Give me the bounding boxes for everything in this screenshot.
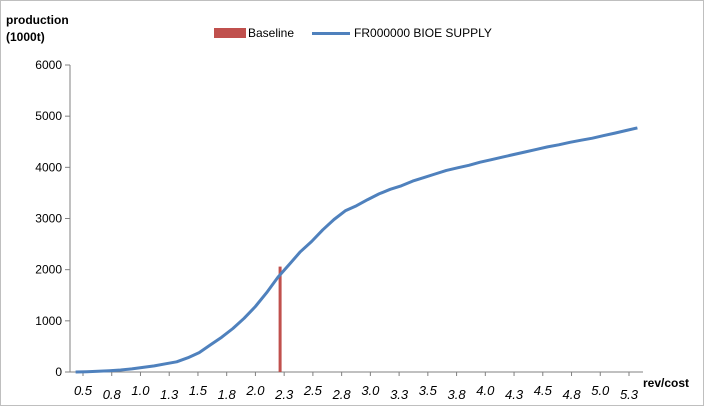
x-tick-label: 1.5 — [189, 383, 208, 398]
legend-item-supply: FR000000 BIOE SUPPLY — [312, 26, 492, 40]
x-tick-label: 2.3 — [274, 387, 294, 402]
x-tick-label: 4.8 — [562, 387, 581, 402]
baseline-bar — [278, 266, 282, 372]
y-axis-title-line1: production — [6, 13, 69, 27]
x-tick-label: 2.0 — [245, 383, 265, 398]
x-tick-label: 4.3 — [505, 387, 524, 402]
legend-item-baseline: Baseline — [214, 26, 294, 40]
x-tick-label: 1.8 — [218, 387, 237, 402]
y-tick-label: 5000 — [35, 109, 62, 123]
x-tick-label: 0.8 — [103, 387, 122, 402]
y-tick-label: 4000 — [35, 160, 62, 174]
x-tick-label: 3.3 — [390, 387, 409, 402]
legend-swatch-baseline — [214, 28, 246, 38]
legend-label-baseline: Baseline — [248, 26, 295, 40]
y-tick-label: 6000 — [35, 58, 62, 72]
x-tick-label: 5.3 — [620, 387, 639, 402]
x-axis-title: rev/cost — [643, 376, 690, 390]
legend-label-supply: FR000000 BIOE SUPPLY — [354, 26, 492, 40]
x-tick-label: 2.5 — [303, 383, 323, 398]
legend-swatch-supply — [312, 31, 351, 35]
x-tick-label: 5.0 — [591, 383, 610, 398]
supply-series-line — [75, 126, 638, 374]
y-tick-label: 3000 — [35, 212, 62, 226]
x-tick-label: 1.3 — [160, 387, 179, 402]
y-tick-label: 0 — [55, 365, 62, 379]
y-axis-title-line2: (1000t) — [6, 30, 45, 44]
x-tick-label: 3.0 — [361, 383, 380, 398]
x-tick-label: 3.8 — [448, 387, 467, 402]
x-tick-label: 0.5 — [74, 383, 93, 398]
x-tick-label: 1.0 — [131, 383, 150, 398]
y-tick-label: 1000 — [35, 314, 62, 328]
x-tick-label: 4.0 — [476, 383, 495, 398]
y-axis-title: production (1000t) — [6, 12, 96, 46]
x-tick-label: 2.8 — [332, 387, 352, 402]
x-tick-label: 4.5 — [534, 383, 553, 398]
y-tick-label: 2000 — [35, 263, 62, 277]
legend: Baseline FR000000 BIOE SUPPLY — [214, 26, 510, 40]
x-tick-label: 3.5 — [419, 383, 438, 398]
